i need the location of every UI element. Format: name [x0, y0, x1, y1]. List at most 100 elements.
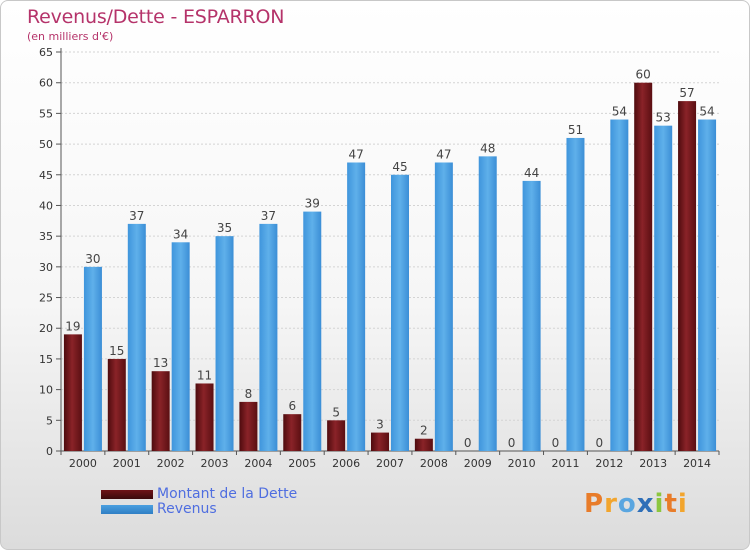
debt-bar [371, 432, 389, 451]
revenue-bar [654, 125, 673, 452]
x-tick-label: 2007 [376, 457, 404, 470]
y-tick-label: 40 [39, 199, 53, 212]
y-tick-label: 20 [39, 322, 53, 335]
debt-bar [107, 358, 126, 451]
debt-bar-label: 60 [636, 68, 651, 82]
x-tick-label: 2000 [69, 457, 97, 470]
y-tick-label: 10 [39, 384, 53, 397]
debt-bar-label: 2 [420, 424, 428, 438]
logo-letter: r [604, 489, 618, 519]
legend-label-debt: Montant de la Dette [157, 486, 298, 502]
chart-subtitle: (en milliers d'€) [27, 30, 114, 43]
legend-swatch-revenue [101, 505, 153, 514]
debt-bar-label: 0 [508, 436, 516, 450]
revenue-bar [83, 266, 102, 451]
debt-bar [414, 438, 433, 451]
revenue-bar [478, 156, 497, 451]
proxiti-logo: Proxiti [584, 489, 688, 519]
revenue-bar-label: 54 [612, 105, 627, 119]
revenue-bar-label: 48 [480, 141, 495, 155]
y-tick-label: 0 [46, 445, 53, 458]
x-tick-label: 2012 [595, 457, 623, 470]
debt-bar-label: 0 [596, 436, 604, 450]
y-tick-label: 30 [39, 261, 53, 274]
revenue-bar [391, 174, 409, 451]
logo-letter: i [677, 489, 688, 519]
debt-bar [283, 414, 302, 451]
debt-bar-label: 3 [376, 418, 384, 432]
revenue-bar [347, 162, 366, 451]
x-tick-label: 2003 [201, 457, 229, 470]
x-tick-label: 2010 [508, 457, 536, 470]
logo-letter: o [617, 489, 637, 519]
y-tick-label: 65 [39, 46, 53, 59]
revenue-bar [171, 242, 190, 451]
debt-bar-label: 0 [552, 436, 560, 450]
revenue-bar [434, 162, 453, 451]
x-tick-label: 2011 [551, 457, 579, 470]
x-tick-label: 2006 [332, 457, 360, 470]
debt-bar [63, 334, 82, 451]
revenue-bar-label: 54 [699, 105, 714, 119]
debt-bar-label: 57 [679, 86, 694, 100]
x-tick-label: 2004 [244, 457, 272, 470]
revenue-bar-label: 53 [656, 111, 671, 125]
debt-bar [151, 371, 170, 451]
debt-bar [327, 420, 346, 451]
debt-bar [239, 401, 258, 451]
debt-bar-label: 13 [153, 356, 168, 370]
x-tick-label: 2002 [157, 457, 185, 470]
logo-letter: t [664, 489, 678, 519]
debt-bar-label: 5 [332, 405, 340, 419]
revenue-bar-label: 34 [173, 227, 188, 241]
debt-bar [634, 82, 653, 451]
revenue-bar-label: 39 [305, 197, 320, 211]
revenue-bar-label: 51 [568, 123, 583, 137]
y-tick-label: 60 [39, 77, 53, 90]
debt-bar-label: 15 [109, 344, 124, 358]
x-tick-label: 2013 [639, 457, 667, 470]
x-tick-label: 2014 [683, 457, 711, 470]
logo-letter: x [636, 489, 655, 519]
y-tick-label: 25 [39, 292, 53, 305]
revenue-bar-label: 47 [436, 147, 451, 161]
logo-letter: P [584, 489, 605, 519]
debt-bar-label: 0 [464, 436, 472, 450]
revenue-bar [566, 137, 585, 451]
revenue-bar-label: 47 [348, 147, 363, 161]
y-tick-label: 35 [39, 230, 53, 243]
x-tick-label: 2001 [113, 457, 141, 470]
revenue-bar [259, 223, 278, 451]
debt-bar-label: 11 [197, 368, 212, 382]
legend-swatch-debt [101, 490, 153, 499]
y-tick-label: 5 [46, 414, 53, 427]
revenue-bar-label: 45 [392, 160, 407, 174]
revenue-bar [522, 180, 541, 451]
revenue-bar [127, 223, 146, 451]
revenue-bar [610, 119, 629, 452]
revenue-bar [698, 119, 717, 452]
y-tick-label: 15 [39, 353, 53, 366]
revenue-bar-label: 37 [261, 209, 276, 223]
revenue-bar-label: 35 [217, 221, 232, 235]
x-tick-label: 2008 [420, 457, 448, 470]
revenue-bar-label: 30 [85, 252, 100, 266]
x-tick-label: 2005 [288, 457, 316, 470]
y-tick-label: 45 [39, 169, 53, 182]
revenue-bar [303, 211, 322, 451]
y-tick-label: 50 [39, 138, 53, 151]
logo-letter: i [654, 489, 665, 519]
revenue-bar-label: 44 [524, 166, 539, 180]
x-tick-label: 2009 [464, 457, 492, 470]
debt-bar-label: 19 [65, 319, 80, 333]
revenue-bar-label: 37 [129, 209, 144, 223]
revenue-bar [215, 236, 234, 451]
legend-label-revenue: Revenus [157, 501, 217, 517]
debt-bar-label: 8 [245, 387, 253, 401]
debt-bar [678, 101, 697, 451]
debt-bar-label: 6 [288, 399, 296, 413]
debt-bar [195, 383, 214, 451]
chart-title: Revenus/Dette - ESPARRON [27, 6, 285, 28]
